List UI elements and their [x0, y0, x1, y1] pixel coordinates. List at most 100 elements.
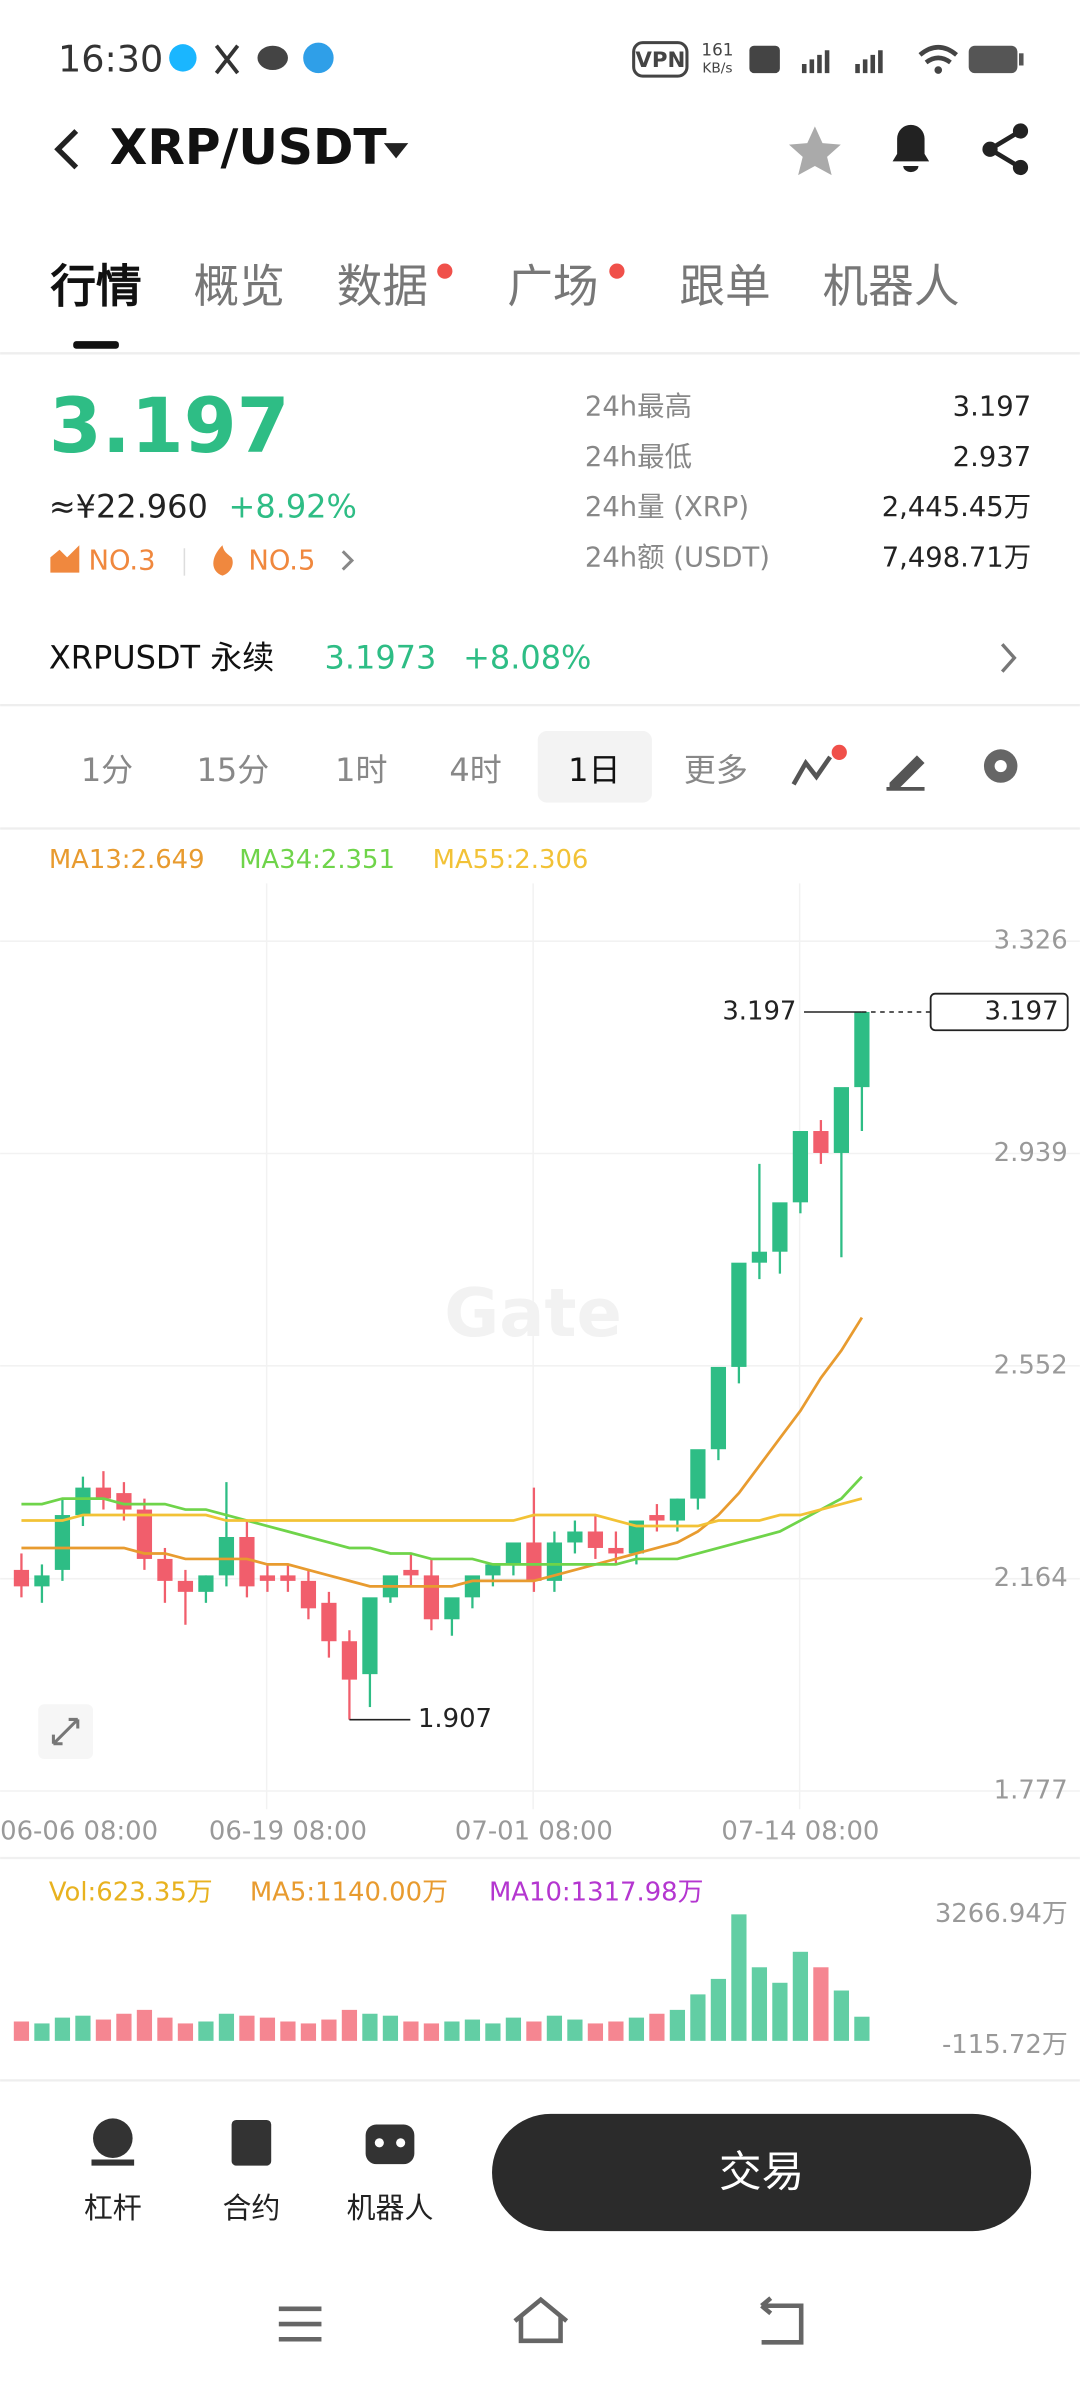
candle-body — [690, 1449, 706, 1499]
stat-value: 2.937 — [953, 442, 1031, 473]
bottom-item[interactable]: 机器人 — [347, 2191, 434, 2225]
y-tick-label: -115.72万 — [942, 2030, 1068, 2060]
stats: 24h最高 3.197 24h最低 2.937 24h量 (XRP) 2,445.45万 2… — [585, 392, 1031, 574]
candle-body — [854, 1011, 870, 1088]
interval[interactable]: 1日 — [568, 751, 620, 789]
perp-name[interactable]: XRPUSDT 永续 — [49, 638, 274, 676]
candle-body — [54, 1515, 71, 1570]
perp-price: 3.1973 — [325, 638, 437, 676]
volume-bar — [751, 1967, 768, 2041]
candle-body — [13, 1569, 30, 1587]
candle-body — [485, 1564, 501, 1576]
volume-bar — [218, 2013, 235, 2041]
legend-entry: Vol:623.35万 — [49, 1878, 213, 1908]
status-icon — [303, 42, 334, 74]
candle-body — [731, 1262, 747, 1367]
perp-change: +8.08% — [463, 638, 591, 676]
candle-body — [198, 1575, 214, 1592]
legend-entry: MA34:2.351 — [239, 845, 395, 875]
wifi-icon — [918, 44, 958, 65]
tab[interactable]: 概览 — [194, 260, 285, 313]
tab[interactable]: 机器人 — [823, 260, 960, 313]
back-button[interactable] — [54, 129, 79, 170]
kline-chart: 3.326 2.939 2.552 2.164 1.777 MA13:2.649 MA34:… — [0, 845, 1080, 1847]
volume-bar — [403, 2021, 419, 2041]
interval[interactable]: 15分 — [197, 751, 270, 789]
trade-button[interactable] — [492, 2113, 1032, 2232]
volume-bar — [423, 2023, 440, 2041]
status-time: 16:30 — [58, 37, 163, 80]
candle-body — [423, 1575, 440, 1620]
tab[interactable]: 行情 — [50, 260, 141, 313]
candle-body — [546, 1542, 563, 1581]
legend-entry: MA10:1317.98万 — [489, 1878, 704, 1908]
legend-entry: MA55:2.306 — [433, 845, 589, 875]
tab-indicator — [73, 341, 119, 349]
indicator-button[interactable] — [791, 755, 833, 786]
candle-body — [628, 1520, 645, 1554]
candle-body — [362, 1597, 378, 1675]
trade-label: 交易 — [719, 2147, 804, 2197]
battery-icon — [1018, 53, 1024, 66]
nav-menu[interactable] — [278, 2306, 322, 2342]
alert-button[interactable] — [892, 124, 930, 173]
interval[interactable]: 更多 — [684, 751, 748, 789]
last-price-box — [929, 992, 1069, 1032]
cny-price: ≈¥22.960 — [49, 488, 208, 526]
pair-title[interactable]: XRP/USDT — [110, 120, 387, 176]
interval[interactable]: 1时 — [335, 751, 387, 789]
status-icon — [169, 44, 197, 72]
candle-body — [608, 1547, 624, 1554]
candle-body — [157, 1558, 173, 1581]
volume-bar — [567, 2019, 583, 2041]
leverage-icon — [93, 2118, 133, 2159]
ma-line — [21, 1497, 863, 1528]
price-change: +8.92% — [229, 488, 357, 526]
candle-body — [669, 1498, 686, 1521]
perp-chevron[interactable] — [1000, 643, 1017, 673]
nav-home[interactable] — [513, 2296, 569, 2344]
candle-body — [526, 1542, 542, 1581]
last-price-label: 3.197 — [984, 996, 1058, 1026]
hot-icon — [213, 545, 233, 576]
y-tick-label: 3266.94万 — [935, 1899, 1068, 1929]
volume-bar — [505, 2017, 522, 2041]
nav-back[interactable] — [760, 2296, 804, 2345]
tab[interactable]: 数据 — [337, 260, 428, 313]
legend-entry: MA13:2.649 — [49, 845, 205, 875]
volume-bar — [710, 1978, 727, 2041]
rank-chevron[interactable] — [341, 550, 355, 571]
legend-entry: MA5:1140.00万 — [250, 1878, 448, 1908]
vpn-text: VPN — [635, 48, 685, 73]
volume-bar — [628, 2017, 645, 2041]
wifi-icon — [934, 66, 943, 74]
contract-icon — [231, 2119, 272, 2166]
tab[interactable]: 广场 — [507, 260, 598, 313]
y-tick-label: 3.326 — [994, 926, 1068, 956]
interval[interactable]: 4时 — [449, 751, 501, 789]
candle-body — [341, 1641, 358, 1680]
volume-bar — [526, 2021, 542, 2041]
volume-bar — [854, 2016, 870, 2041]
vpn-badge — [632, 41, 689, 78]
candle-body — [136, 1509, 153, 1559]
pair-dropdown[interactable] — [383, 143, 409, 159]
draw-button[interactable] — [889, 755, 925, 791]
bottom-item[interactable]: 杠杆 — [84, 2191, 142, 2225]
volume-bar — [13, 2021, 30, 2041]
robot-icon — [396, 2138, 406, 2148]
interval[interactable]: 1分 — [81, 751, 133, 789]
candle-body — [751, 1251, 768, 1263]
volume-bar — [239, 2015, 255, 2041]
status-icon — [749, 45, 780, 74]
tab[interactable]: 跟单 — [679, 260, 770, 313]
volume-bar — [54, 2017, 71, 2041]
candle-body — [321, 1602, 337, 1642]
favorite-button[interactable] — [789, 126, 841, 176]
status-icon — [257, 45, 288, 71]
volume-bar — [546, 2015, 563, 2041]
volume-bar — [34, 2023, 50, 2041]
candle-body — [177, 1580, 194, 1592]
bottom-item[interactable]: 合约 — [222, 2191, 280, 2225]
y-tick-label: 2.164 — [994, 1563, 1068, 1593]
